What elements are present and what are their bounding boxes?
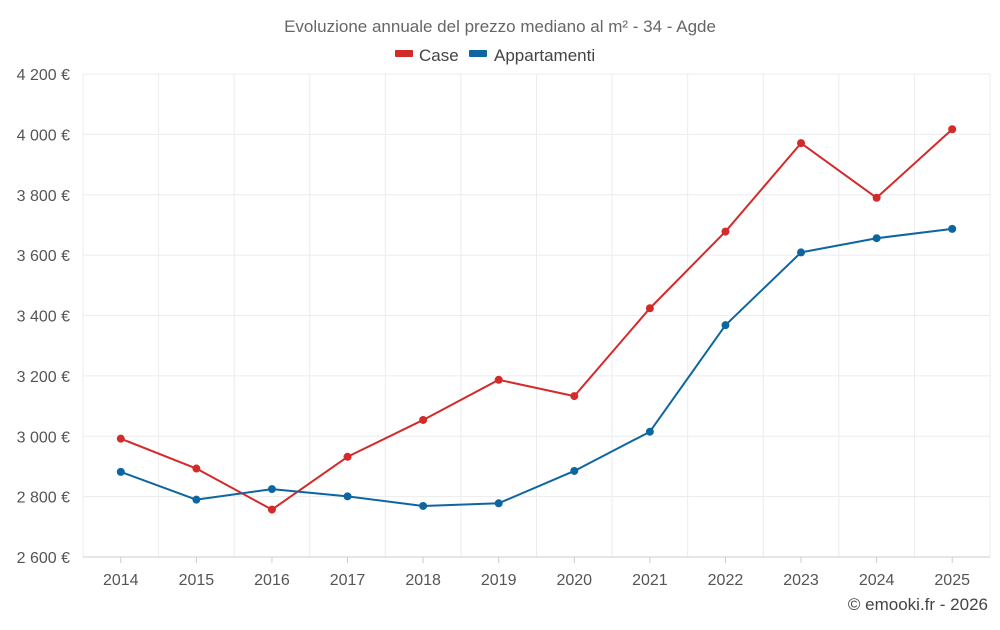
- data-point-appartamenti[interactable]: [419, 501, 428, 510]
- legend-swatch-appartamenti: [469, 50, 487, 57]
- x-tick-label: 2024: [859, 572, 895, 589]
- y-tick-label: 3 200 €: [17, 369, 70, 386]
- data-point-appartamenti[interactable]: [645, 427, 654, 436]
- data-point-case[interactable]: [570, 392, 579, 401]
- x-tick-label: 2015: [179, 572, 215, 589]
- x-tick-label: 2025: [934, 572, 970, 589]
- data-point-appartamenti[interactable]: [343, 492, 352, 501]
- data-point-appartamenti[interactable]: [494, 499, 503, 508]
- x-tick-label: 2023: [783, 572, 819, 589]
- chart-title: Evoluzione annuale del prezzo mediano al…: [284, 17, 716, 36]
- legend-label-case: Case: [419, 46, 459, 65]
- data-point-case[interactable]: [797, 139, 806, 148]
- y-tick-label: 4 200 €: [17, 67, 70, 84]
- x-tick-label: 2018: [405, 572, 441, 589]
- data-point-case[interactable]: [721, 227, 730, 236]
- series-appartamenti: [116, 224, 957, 510]
- data-point-appartamenti[interactable]: [721, 321, 730, 330]
- y-tick-label: 2 800 €: [17, 490, 70, 507]
- y-tick-label: 3 400 €: [17, 309, 70, 326]
- series-line-case: [119, 128, 954, 511]
- data-point-case[interactable]: [116, 434, 125, 443]
- data-point-case[interactable]: [343, 452, 352, 461]
- series-case: [116, 125, 957, 514]
- data-point-appartamenti[interactable]: [192, 495, 201, 504]
- y-tick-label: 2 600 €: [17, 550, 70, 567]
- axes: 2 600 € 2 800 € 3 000 € 3 200 € 3 400 € 3 600…: [17, 67, 990, 589]
- x-tick-label: 2017: [330, 572, 366, 589]
- x-tick-label: 2016: [254, 572, 290, 589]
- data-point-appartamenti[interactable]: [872, 234, 881, 243]
- data-point-case[interactable]: [419, 415, 428, 424]
- chart-credit: © emooki.fr - 2026: [848, 595, 988, 614]
- gridlines: [82, 73, 991, 558]
- legend: Case Appartamenti: [395, 46, 595, 65]
- y-tick-label: 3 600 €: [17, 248, 70, 265]
- legend-label-appartamenti: Appartamenti: [494, 46, 595, 65]
- data-point-case[interactable]: [192, 464, 201, 473]
- y-tick-label: 3 800 €: [17, 188, 70, 205]
- series-layer: [116, 125, 957, 514]
- x-tick-label: 2022: [708, 572, 744, 589]
- data-point-appartamenti[interactable]: [797, 248, 806, 257]
- data-point-case[interactable]: [267, 505, 276, 514]
- data-point-appartamenti[interactable]: [948, 224, 957, 233]
- y-tick-label: 3 000 €: [17, 429, 70, 446]
- series-line-appartamenti: [119, 227, 954, 507]
- data-point-case[interactable]: [872, 193, 881, 202]
- data-point-case[interactable]: [948, 125, 957, 134]
- data-point-appartamenti[interactable]: [116, 467, 125, 476]
- x-tick-label: 2020: [556, 572, 592, 589]
- data-point-appartamenti[interactable]: [570, 466, 579, 475]
- x-tick-label: 2014: [103, 572, 139, 589]
- legend-item-appartamenti[interactable]: Appartamenti: [469, 46, 595, 65]
- data-point-case[interactable]: [645, 304, 654, 313]
- legend-swatch-case: [395, 50, 413, 57]
- legend-item-case[interactable]: Case: [395, 46, 459, 65]
- data-point-case[interactable]: [494, 375, 503, 384]
- data-point-appartamenti[interactable]: [267, 485, 276, 494]
- y-tick-label: 4 000 €: [17, 127, 70, 144]
- x-tick-label: 2021: [632, 572, 668, 589]
- x-tick-label: 2019: [481, 572, 517, 589]
